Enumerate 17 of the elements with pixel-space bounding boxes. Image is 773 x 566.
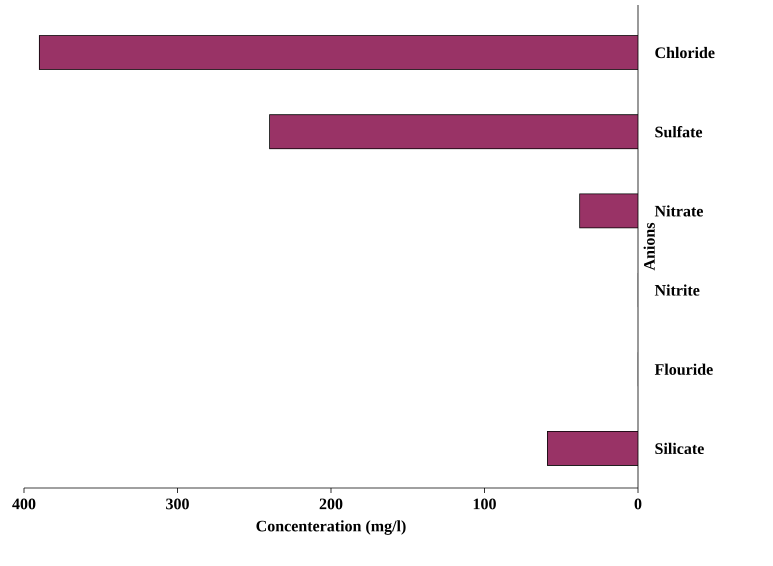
- bar: [38, 35, 638, 70]
- y-axis-title: Anions: [644, 222, 655, 270]
- x-axis-title: Concenteration (mg/l): [256, 520, 406, 535]
- bar: [269, 114, 638, 150]
- y-tick-label: Chloride: [655, 46, 715, 58]
- x-tick-label: 300: [166, 498, 189, 510]
- y-tick-label: Silicate: [655, 442, 704, 454]
- y-tick-label: Nitrite: [654, 284, 700, 296]
- bar: [579, 193, 638, 228]
- y-tick-label: Nitrate: [654, 205, 703, 216]
- bar: [547, 430, 638, 466]
- y-tick-label: Flouride: [654, 364, 713, 375]
- x-tick-label: 0: [634, 498, 642, 510]
- x-tick-label: 100: [474, 498, 496, 510]
- y-tick-label: Sulfate: [655, 126, 702, 138]
- x-tick-label: 400: [12, 498, 36, 510]
- x-tick-label: 200: [320, 498, 342, 510]
